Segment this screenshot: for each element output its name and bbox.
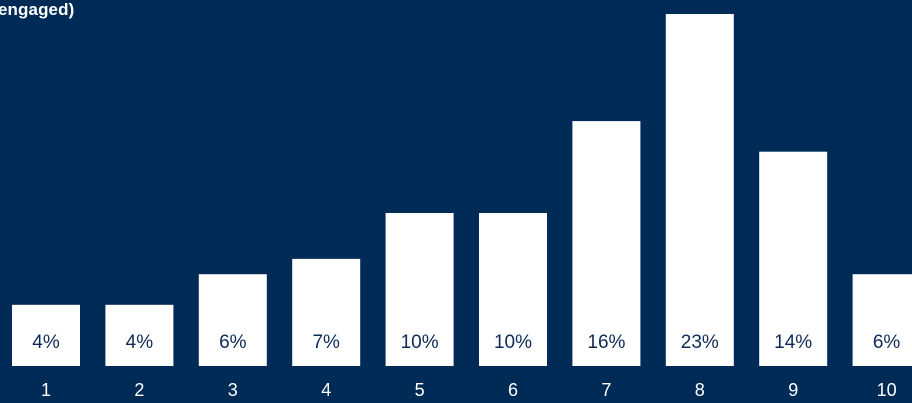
x-tick-label-10: 10 xyxy=(877,380,897,400)
bar-value-label-9: 14% xyxy=(774,332,812,353)
x-tick-label-3: 3 xyxy=(228,380,238,400)
x-tick-label-6: 6 xyxy=(508,380,518,400)
bar-value-label-4: 7% xyxy=(312,332,340,353)
bar-3 xyxy=(198,274,267,366)
bar-4 xyxy=(292,258,361,366)
x-tick-label-8: 8 xyxy=(695,380,705,400)
bar-value-label-1: 4% xyxy=(32,332,60,353)
bar-value-label-6: 10% xyxy=(494,332,532,353)
bar-8 xyxy=(665,14,734,366)
bar-value-label-3: 6% xyxy=(219,332,247,353)
x-tick-label-1: 1 xyxy=(41,380,51,400)
x-tick-label-9: 9 xyxy=(788,380,798,400)
chart-title-partial: engaged) xyxy=(0,0,75,19)
bar-value-label-8: 23% xyxy=(681,332,719,353)
bar-7 xyxy=(572,121,641,366)
bar-2 xyxy=(105,304,174,366)
bar-value-label-5: 10% xyxy=(401,332,439,353)
bar-1 xyxy=(12,304,80,366)
bar-10 xyxy=(852,274,912,366)
bar-value-label-10: 6% xyxy=(873,332,901,353)
bar-6 xyxy=(479,213,547,366)
x-tick-label-5: 5 xyxy=(415,380,425,400)
bar-9 xyxy=(759,151,828,366)
bar-5 xyxy=(385,213,454,366)
x-tick-label-2: 2 xyxy=(134,380,144,400)
x-tick-label-7: 7 xyxy=(601,380,611,400)
bar-value-label-7: 16% xyxy=(587,332,625,353)
x-tick-label-4: 4 xyxy=(321,380,331,400)
bar-value-label-2: 4% xyxy=(126,332,154,353)
